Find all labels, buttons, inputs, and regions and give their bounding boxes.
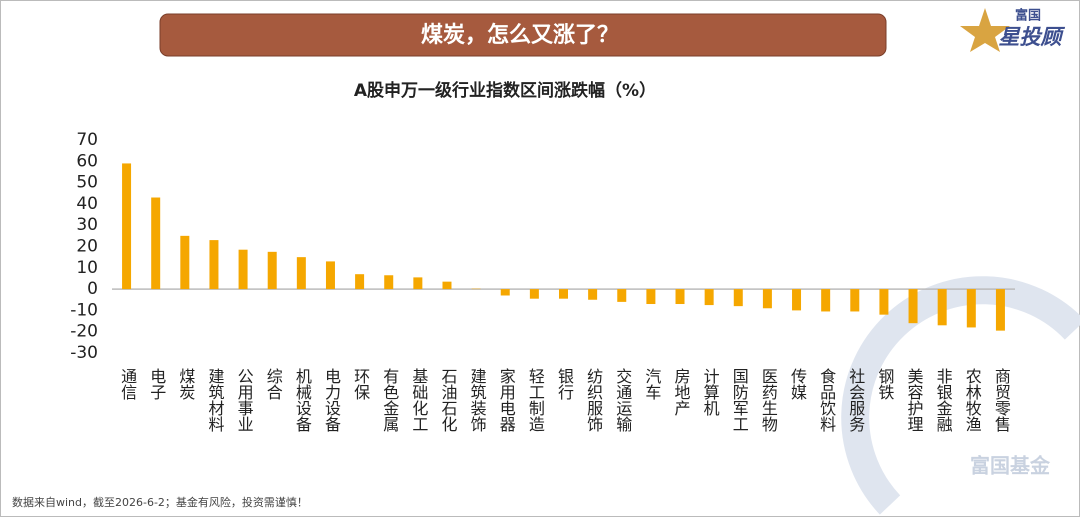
bar xyxy=(442,281,452,290)
y-tick-label: -10 xyxy=(70,300,98,320)
x-tick-label: 国防军工 xyxy=(730,368,749,432)
bar xyxy=(529,289,539,299)
bar xyxy=(559,289,568,299)
bar xyxy=(792,289,802,311)
x-tick-label: 公用事业 xyxy=(235,368,254,432)
y-tick-label: 50 xyxy=(76,173,98,193)
watermark-arc xyxy=(841,276,1080,515)
bar xyxy=(850,289,860,312)
bar xyxy=(821,289,831,312)
x-tick-label: 传媒 xyxy=(788,368,807,400)
bar xyxy=(908,289,918,324)
logo-star xyxy=(960,8,1010,52)
x-tick-label: 建筑材料 xyxy=(205,368,224,432)
x-tick-label: 机械设备 xyxy=(293,368,312,432)
bar xyxy=(151,197,161,290)
bar xyxy=(180,235,190,290)
y-tick-label: 0 xyxy=(87,279,98,299)
bar xyxy=(267,251,277,290)
y-tick-label: 10 xyxy=(76,258,98,278)
bar xyxy=(500,289,510,296)
y-tick-label: 70 xyxy=(76,130,98,150)
y-tick-label: 30 xyxy=(76,215,98,235)
bar xyxy=(617,289,627,302)
footer-note: 数据来自wind，截至2026-6-2；基金有风险，投资需谨慎！ xyxy=(12,495,308,509)
x-tick-label: 电力设备 xyxy=(322,368,341,432)
x-tick-label: 交通运输 xyxy=(613,368,632,432)
bar xyxy=(238,249,248,290)
bar xyxy=(937,289,947,326)
x-tick-label: 基础化工 xyxy=(409,368,428,432)
bar xyxy=(588,289,598,300)
x-tick-label: 电子 xyxy=(147,368,166,400)
bar xyxy=(413,277,423,290)
bar xyxy=(879,289,889,315)
x-tick-label: 非银金融 xyxy=(934,368,953,433)
bar xyxy=(355,274,365,290)
watermark: 富国基金 xyxy=(970,454,1051,478)
x-tick-label: 纺织服饰 xyxy=(584,368,603,432)
x-tick-label: 银行 xyxy=(555,368,574,401)
x-tick-label: 通信 xyxy=(118,368,137,400)
x-tick-label: 家用电器 xyxy=(497,368,516,432)
x-tick-label: 石油石化 xyxy=(438,368,457,432)
x-tick-label: 环保 xyxy=(351,368,370,400)
x-tick-label: 钢铁 xyxy=(875,368,894,400)
logo-top: 富国 xyxy=(1015,8,1041,24)
bar xyxy=(646,289,656,305)
x-tick-label: 轻工制造 xyxy=(526,368,545,432)
x-tick-label: 医药生物 xyxy=(759,368,778,433)
y-tick-label: -30 xyxy=(70,343,98,363)
logo-main: 星投顾 xyxy=(999,25,1066,49)
x-tick-label: 计算机 xyxy=(701,368,720,417)
x-tick-label: 商贸零售 xyxy=(992,368,1011,432)
x-tick-label: 房地产 xyxy=(672,368,691,416)
bar xyxy=(384,275,394,290)
bar xyxy=(995,289,1005,331)
bar xyxy=(296,257,306,290)
y-tick-label: 40 xyxy=(76,194,98,214)
bar xyxy=(325,261,335,290)
bar xyxy=(209,240,219,290)
bar xyxy=(675,289,685,305)
chart-title: A股申万一级行业指数区间涨跌幅（%） xyxy=(354,80,656,101)
x-tick-label: 综合 xyxy=(264,368,283,400)
x-tick-label: 煤炭 xyxy=(176,368,195,400)
x-tick-label: 农林牧渔 xyxy=(963,368,982,432)
bar xyxy=(733,289,743,307)
banner xyxy=(159,13,887,57)
y-tick-label: 20 xyxy=(76,237,98,257)
y-tick-label: 60 xyxy=(76,151,98,171)
x-tick-label: 社会服务 xyxy=(846,368,865,433)
x-tick-label: 食品饮料 xyxy=(817,368,836,432)
bar xyxy=(122,163,132,290)
bar xyxy=(762,289,772,309)
bar xyxy=(704,289,714,306)
x-tick-label: 有色金属 xyxy=(380,368,399,432)
x-tick-label: 美容护理 xyxy=(905,368,924,432)
x-tick-label: 汽车 xyxy=(642,368,661,400)
x-tick-label: 建筑装饰 xyxy=(468,368,487,432)
y-tick-label: -20 xyxy=(70,322,98,342)
bar xyxy=(966,289,976,328)
banner-text: 煤炭，怎么又涨了？ xyxy=(421,22,619,48)
